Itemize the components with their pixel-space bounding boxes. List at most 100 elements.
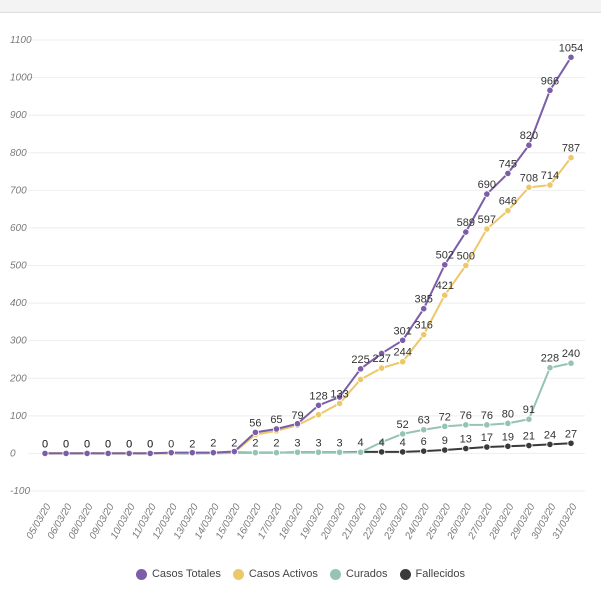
y-tick-label: 100 xyxy=(10,411,27,422)
data-point xyxy=(335,393,344,401)
data-label: 820 xyxy=(520,130,538,142)
data-point xyxy=(83,449,91,458)
data-point xyxy=(62,449,70,458)
data-point xyxy=(293,420,302,428)
data-label: 3 xyxy=(336,437,342,449)
data-label: 4 xyxy=(400,437,406,449)
data-point xyxy=(356,375,365,383)
data-label: 589 xyxy=(457,217,475,229)
data-label: 708 xyxy=(520,172,538,184)
data-label: 2 xyxy=(231,438,237,450)
data-label: 0 xyxy=(126,438,132,450)
data-point xyxy=(567,154,575,162)
data-point xyxy=(167,449,175,457)
data-point xyxy=(420,447,428,455)
data-point xyxy=(378,364,386,372)
data-label: 1054 xyxy=(559,42,583,54)
data-point xyxy=(41,449,49,458)
y-tick-label: 900 xyxy=(10,110,27,121)
data-point xyxy=(462,261,470,270)
data-point xyxy=(462,444,470,453)
data-point xyxy=(251,428,259,436)
legend-item[interactable]: Casos Totales xyxy=(135,568,221,580)
y-tick-label: 0 xyxy=(10,448,16,459)
data-point xyxy=(125,449,133,458)
data-point xyxy=(546,181,554,189)
data-label: 13 xyxy=(460,434,472,446)
data-label: 0 xyxy=(105,438,111,450)
legend-label: Casos Activos xyxy=(248,568,318,580)
data-label: 4 xyxy=(379,437,385,449)
legend-item[interactable]: Curados xyxy=(329,568,388,580)
data-label: 714 xyxy=(541,170,559,182)
data-label: 0 xyxy=(126,438,132,450)
data-point xyxy=(420,305,428,313)
data-label: 72 xyxy=(439,411,451,423)
data-point xyxy=(272,425,281,433)
data-label: 745 xyxy=(499,158,517,170)
data-point xyxy=(441,422,449,430)
y-tick-label: 700 xyxy=(10,185,27,196)
data-label: 76 xyxy=(481,410,493,422)
data-point xyxy=(251,449,259,457)
data-label: 421 xyxy=(436,280,454,292)
data-point xyxy=(483,225,491,233)
series-curados xyxy=(41,359,575,458)
data-label: 63 xyxy=(418,415,430,427)
data-point xyxy=(483,190,491,198)
legend-item[interactable]: Casos Activos xyxy=(232,568,318,580)
data-label: 0 xyxy=(147,438,153,450)
data-point xyxy=(146,449,154,458)
legend-item[interactable]: Fallecidos xyxy=(399,568,465,580)
chart-legend: Casos Totales Casos Activos Curados Falleci… xyxy=(0,568,601,580)
data-point xyxy=(546,440,554,448)
top-band xyxy=(0,0,601,12)
y-tick-label: 400 xyxy=(10,298,27,309)
data-point xyxy=(504,207,512,215)
data-label: 500 xyxy=(457,251,475,263)
data-label: 27 xyxy=(565,428,577,440)
data-label: 52 xyxy=(397,419,409,431)
data-label: 80 xyxy=(502,408,514,420)
data-label: 128 xyxy=(309,390,327,402)
data-point xyxy=(462,421,470,429)
data-point xyxy=(525,441,533,450)
data-point xyxy=(546,86,554,94)
data-point xyxy=(420,426,428,434)
legend-marker xyxy=(399,568,411,580)
data-point xyxy=(314,448,323,456)
data-label: 21 xyxy=(523,431,535,443)
data-point xyxy=(441,446,449,454)
data-point xyxy=(399,336,407,344)
data-label: 385 xyxy=(415,294,433,306)
data-point xyxy=(504,169,512,178)
data-point xyxy=(441,291,449,299)
data-point xyxy=(356,448,365,456)
data-label: 2 xyxy=(252,438,258,450)
data-label: 0 xyxy=(168,438,174,450)
data-label: 0 xyxy=(105,438,111,450)
data-label: 0 xyxy=(147,438,153,450)
data-label: 301 xyxy=(394,325,412,337)
data-point xyxy=(567,359,575,367)
legend-label: Curados xyxy=(345,568,388,580)
data-point xyxy=(356,365,365,373)
data-label: 17 xyxy=(481,432,493,444)
data-point xyxy=(567,53,575,61)
legend-marker xyxy=(329,568,341,580)
data-point xyxy=(483,421,491,429)
data-label: 966 xyxy=(541,75,559,87)
y-tick-label: 1000 xyxy=(10,73,33,84)
data-label: 76 xyxy=(460,410,472,422)
data-label: 597 xyxy=(478,214,496,226)
data-point xyxy=(504,442,512,450)
y-tick-label: 1100 xyxy=(10,35,32,46)
data-label: 0 xyxy=(84,438,90,450)
data-label: 24 xyxy=(544,429,556,441)
data-point xyxy=(525,415,533,423)
data-point xyxy=(378,448,386,456)
data-label: 91 xyxy=(523,404,535,416)
data-label: 2 xyxy=(210,438,216,450)
legend-marker xyxy=(232,568,244,580)
data-point xyxy=(314,401,323,409)
